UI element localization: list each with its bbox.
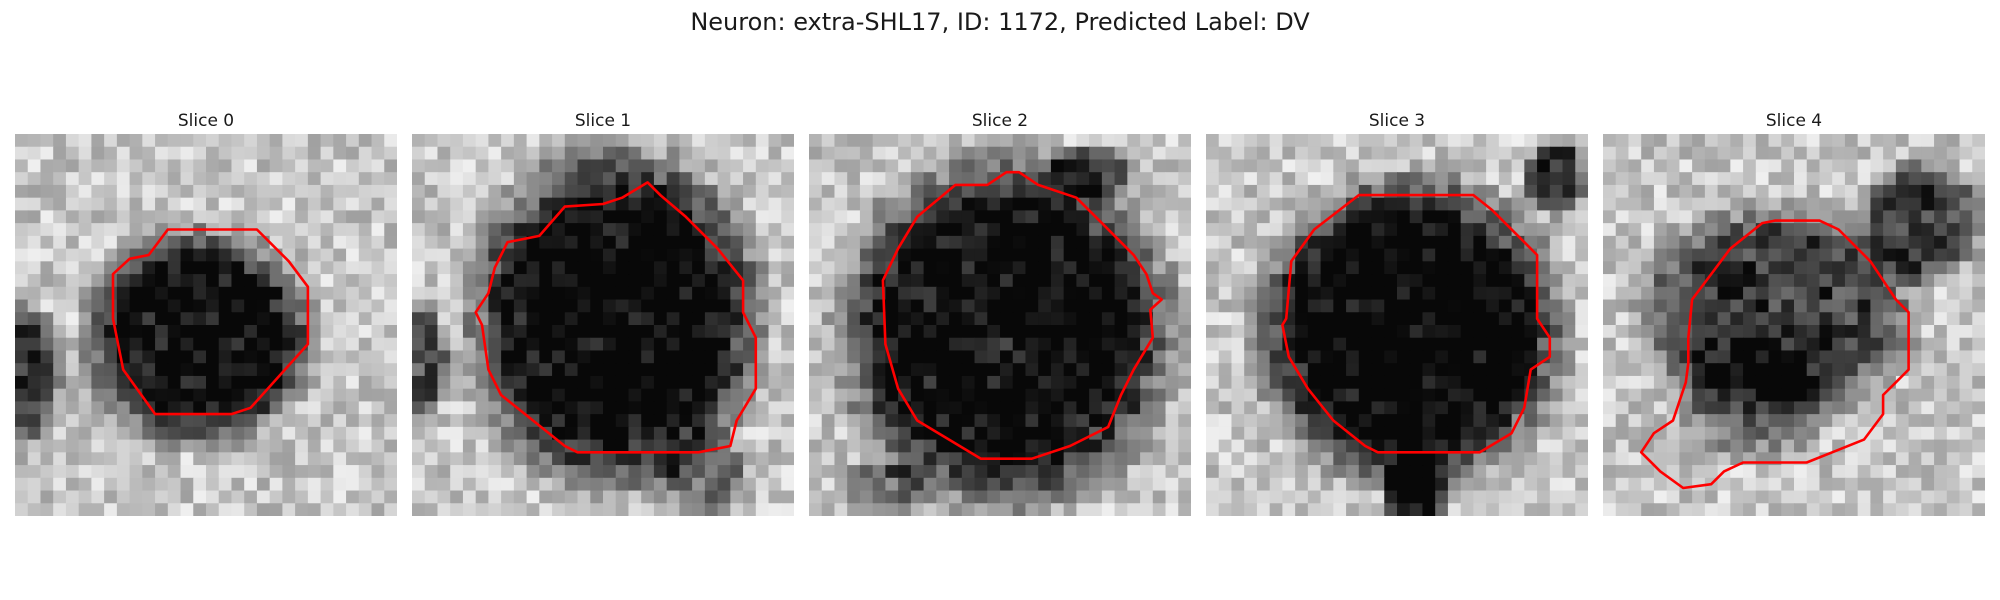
slice-image-1 <box>412 134 794 516</box>
slice-image-4 <box>1603 134 1985 516</box>
cell-contour-outline <box>1281 193 1552 454</box>
slice-title: Slice 4 <box>1765 111 1823 131</box>
slice-panel-1: Slice 1 <box>412 108 794 516</box>
slice-title: Slice 2 <box>971 111 1029 131</box>
slice-panel-0: Slice 0 <box>15 108 397 516</box>
slice-panel-3: Slice 3 <box>1206 108 1588 516</box>
slice-title: Slice 3 <box>1368 111 1426 131</box>
slice-image-3 <box>1206 134 1588 516</box>
slice-panel-4: Slice 4 <box>1603 108 1985 516</box>
slice-image-0 <box>15 134 397 516</box>
slice-title: Slice 0 <box>177 111 235 131</box>
cell-contour-outline <box>1639 219 1910 490</box>
figure-title: Neuron: extra-SHL17, ID: 1172, Predicted… <box>690 8 1310 36</box>
slice-title: Slice 1 <box>574 111 632 131</box>
cell-contour-outline <box>881 170 1164 461</box>
slice-image-2 <box>809 134 1191 516</box>
cell-contour-outline <box>111 228 310 416</box>
slice-panel-2: Slice 2 <box>809 108 1191 516</box>
cell-contour-outline <box>474 181 758 454</box>
